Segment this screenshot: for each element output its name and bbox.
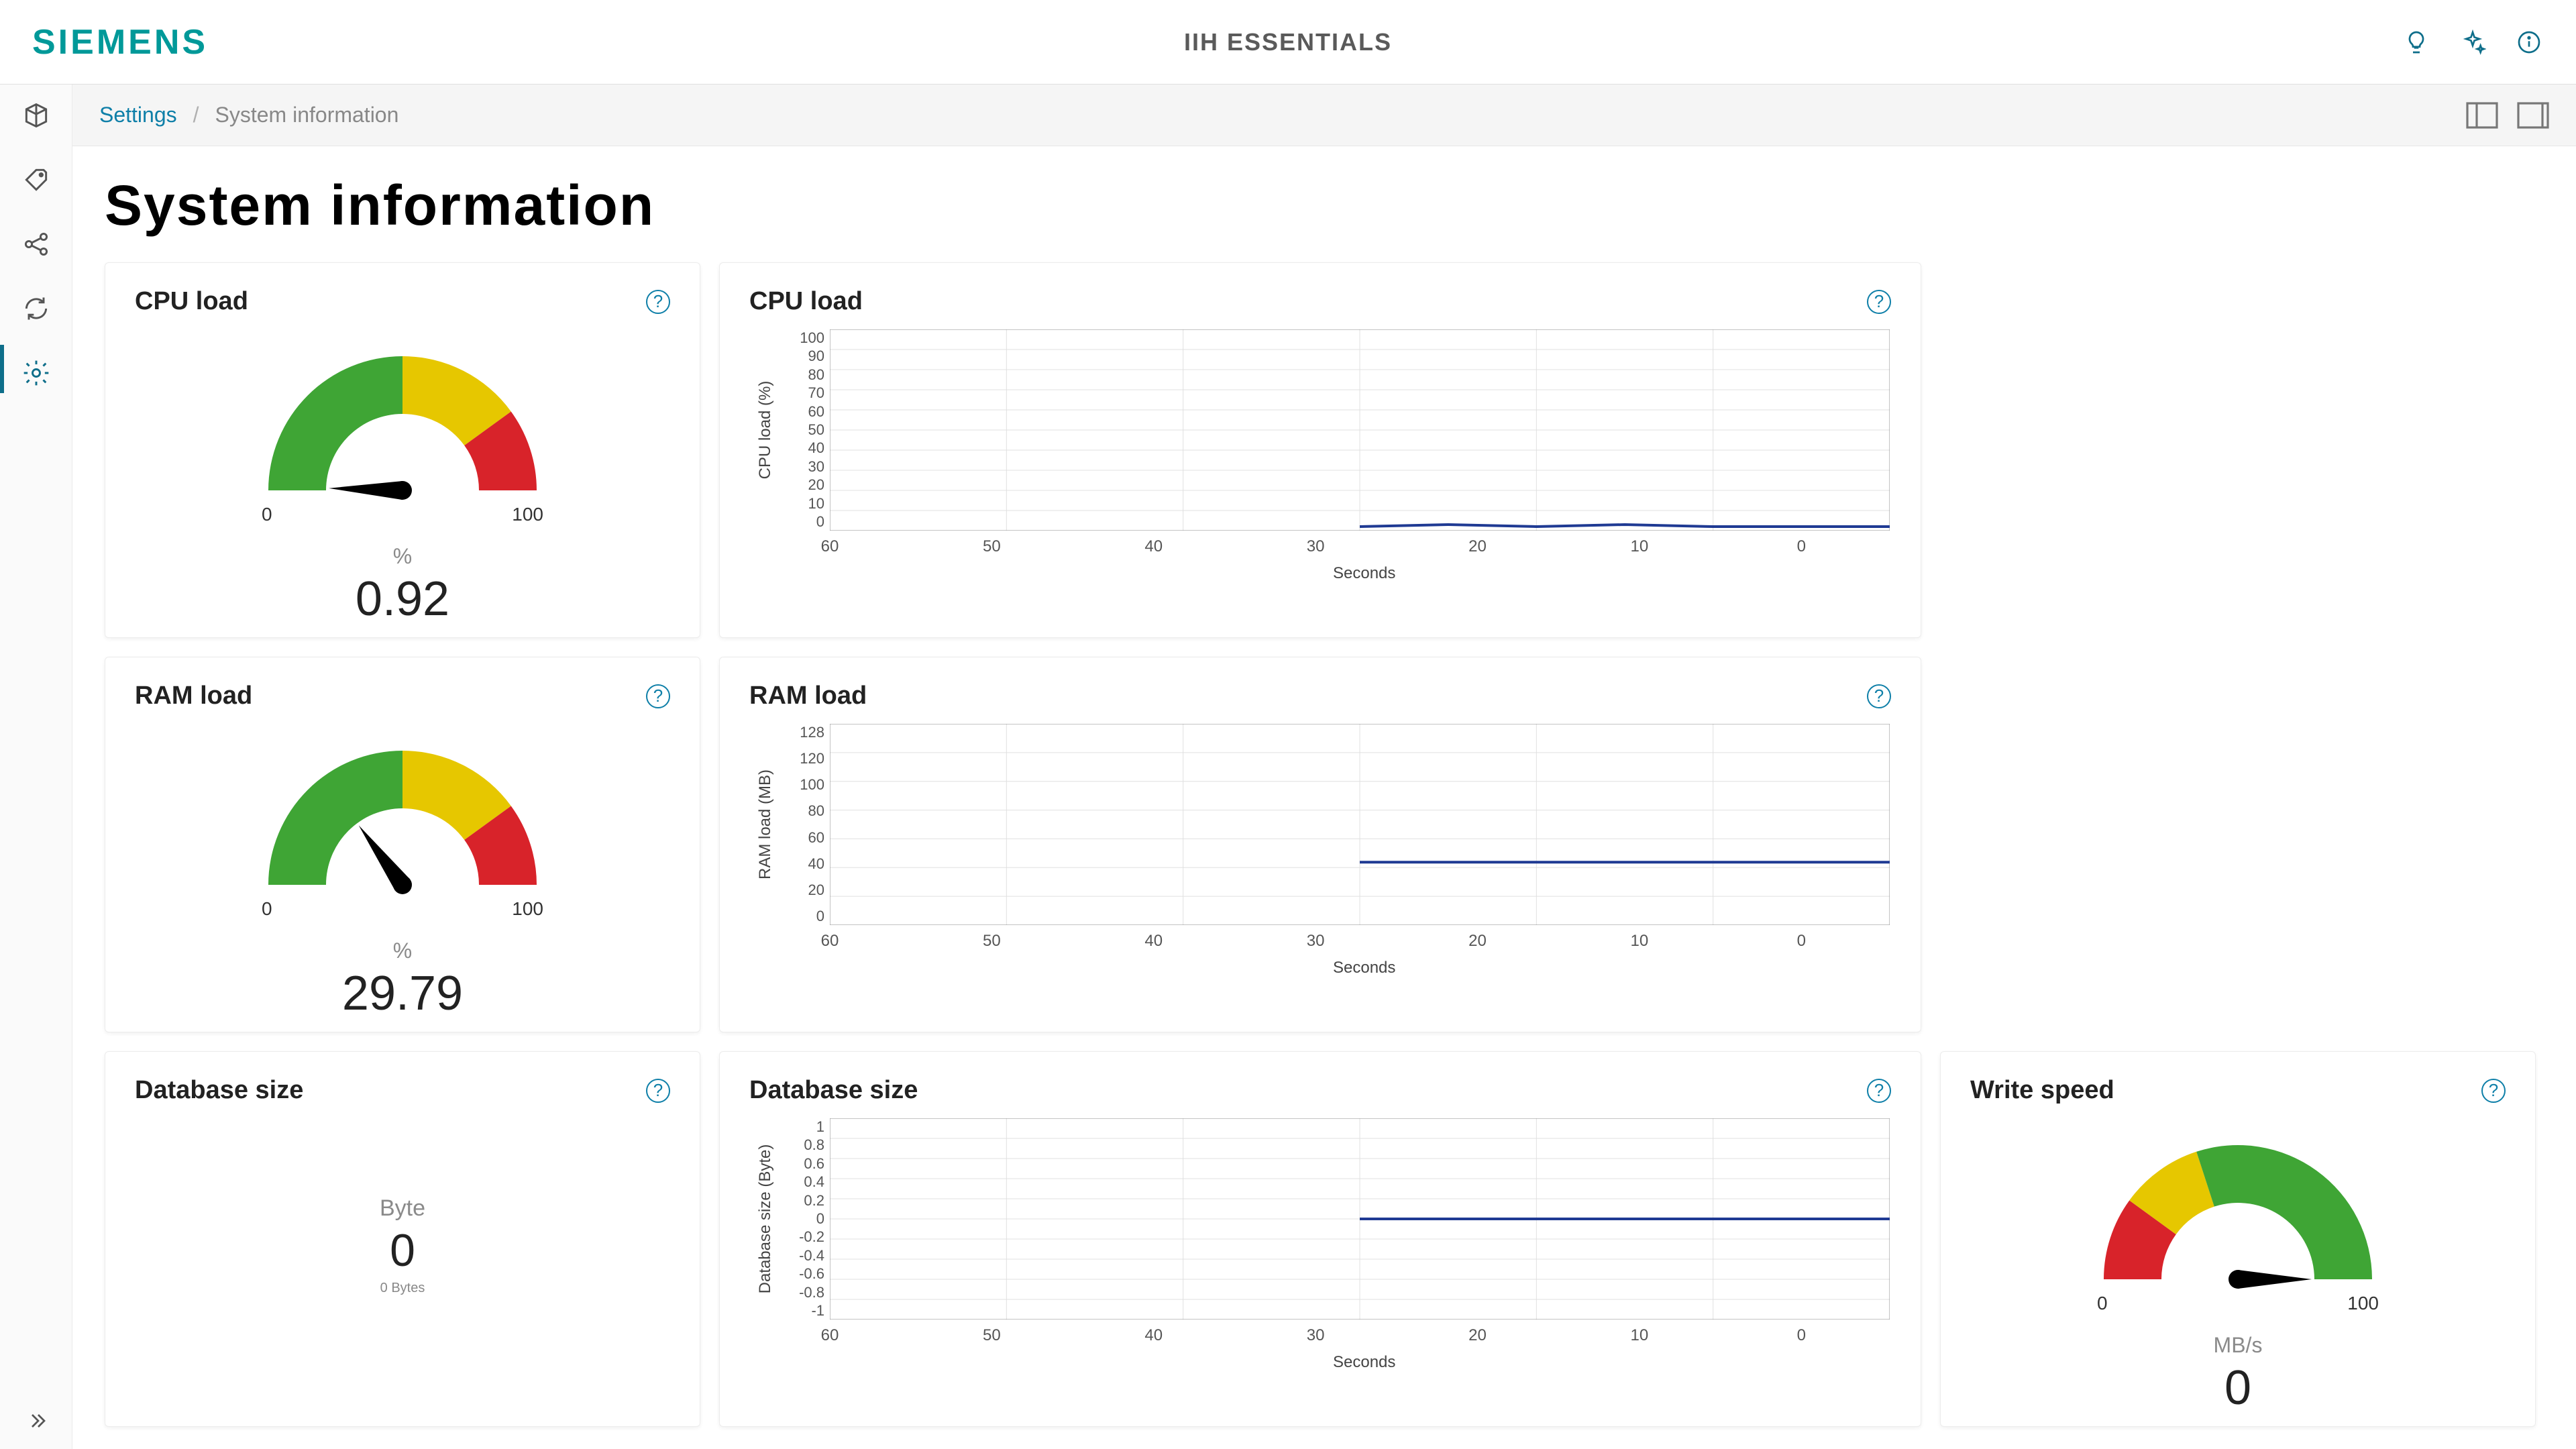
y-axis-label: Database size (Byte) [756,1144,775,1294]
gauge-max: 100 [2347,1293,2379,1314]
line-chart-svg [830,329,1890,531]
card-title: RAM load [135,682,252,710]
card-title: Write speed [1970,1076,2114,1105]
help-icon[interactable]: ? [646,290,670,314]
y-axis-label: RAM load (MB) [756,769,775,879]
line-chart-svg [830,1118,1890,1320]
cpu-gauge [248,329,557,517]
db-value: 0 [390,1224,415,1277]
dashboard-grid: CPU load ? 0 100 % 0.92 CPU load ? [105,262,2544,1427]
write-speed-gauge [2084,1118,2392,1306]
topbar-actions [2402,28,2544,57]
x-axis-ticks: 6050403020100 [830,537,1890,556]
db-chart-card: Database size ? Database size (Byte) 10.… [719,1051,1921,1427]
gauge-unit: % [393,544,412,569]
cube-icon[interactable] [19,98,54,133]
sync-icon[interactable] [19,291,54,326]
app-title: IIH ESSENTIALS [1184,28,1392,56]
cpu-chart-card: CPU load ? CPU load (%) 1009080706050403… [719,262,1921,638]
breadcrumb-current: System information [215,103,399,127]
gear-icon[interactable] [19,356,54,390]
cpu-chart: CPU load (%) 1009080706050403020100 6050… [749,329,1891,625]
top-header: SIEMENS IIH ESSENTIALS [0,0,2576,85]
help-icon[interactable]: ? [1867,290,1891,314]
card-title: RAM load [749,682,867,710]
x-axis-label: Seconds [1333,1353,1395,1372]
info-icon[interactable] [2514,28,2544,57]
x-axis-ticks: 6050403020100 [830,1326,1890,1345]
gauge-max: 100 [512,898,543,920]
help-icon[interactable]: ? [646,1079,670,1103]
gauge-max: 100 [512,504,543,525]
db-size-card: Database size ? Byte 0 0 Bytes [105,1051,700,1427]
card-title: Database size [135,1076,303,1105]
help-icon[interactable]: ? [1867,1079,1891,1103]
brand-logo: SIEMENS [32,22,208,62]
gauge-value: 0 [2224,1360,2251,1415]
share-icon[interactable] [19,227,54,262]
y-axis-ticks: 1009080706050403020100 [790,329,824,531]
layout-switcher [2466,102,2549,129]
ram-gauge-card: RAM load ? 0 100 % 29.79 [105,657,700,1032]
card-title: CPU load [749,287,863,316]
x-axis-label: Seconds [1333,564,1395,583]
ram-chart-card: RAM load ? RAM load (MB) 128120100806040… [719,657,1921,1032]
expand-sidebar-icon[interactable] [0,1409,72,1433]
card-title: CPU load [135,287,248,316]
card-title: Database size [749,1076,918,1105]
y-axis-ticks: 10.80.60.40.20-0.2-0.4-0.6-0.8-1 [790,1118,824,1320]
gauge-value: 0.92 [356,572,449,627]
sidebar [0,85,72,1449]
x-axis-ticks: 6050403020100 [830,932,1890,951]
ram-gauge [248,724,557,912]
breadcrumb-root[interactable]: Settings [99,103,177,127]
line-chart-svg [830,724,1890,925]
write-speed-card: Write speed ? 0 100 MB/s 0 [1940,1051,2536,1427]
x-axis-label: Seconds [1333,959,1395,977]
db-sub: 0 Bytes [380,1281,425,1296]
sparkle-icon[interactable] [2458,28,2487,57]
gauge-unit: % [393,938,412,963]
ram-chart: RAM load (MB) 128120100806040200 6050403… [749,724,1891,1019]
breadcrumb-separator: / [193,103,199,127]
gauge-value: 29.79 [342,966,463,1021]
db-unit: Byte [380,1195,425,1222]
layout-full-icon[interactable] [2517,102,2549,129]
page-title: System information [105,173,2544,238]
y-axis-label: CPU load (%) [756,381,775,480]
help-icon[interactable]: ? [646,684,670,708]
lightbulb-icon[interactable] [2402,28,2431,57]
help-icon[interactable]: ? [1867,684,1891,708]
content-area: System information CPU load ? 0 100 % 0.9… [72,146,2576,1449]
db-chart: Database size (Byte) 10.80.60.40.20-0.2-… [749,1118,1891,1413]
help-icon[interactable]: ? [2481,1079,2506,1103]
y-axis-ticks: 128120100806040200 [790,724,824,925]
gauge-min: 0 [2097,1293,2108,1314]
gauge-unit: MB/s [2214,1333,2263,1358]
layout-split-icon[interactable] [2466,102,2498,129]
breadcrumb-bar: Settings / System information [72,85,2576,146]
gauge-min: 0 [262,898,272,920]
sidebar-active-indicator [0,345,4,393]
cpu-gauge-card: CPU load ? 0 100 % 0.92 [105,262,700,638]
tag-icon[interactable] [19,162,54,197]
gauge-min: 0 [262,504,272,525]
